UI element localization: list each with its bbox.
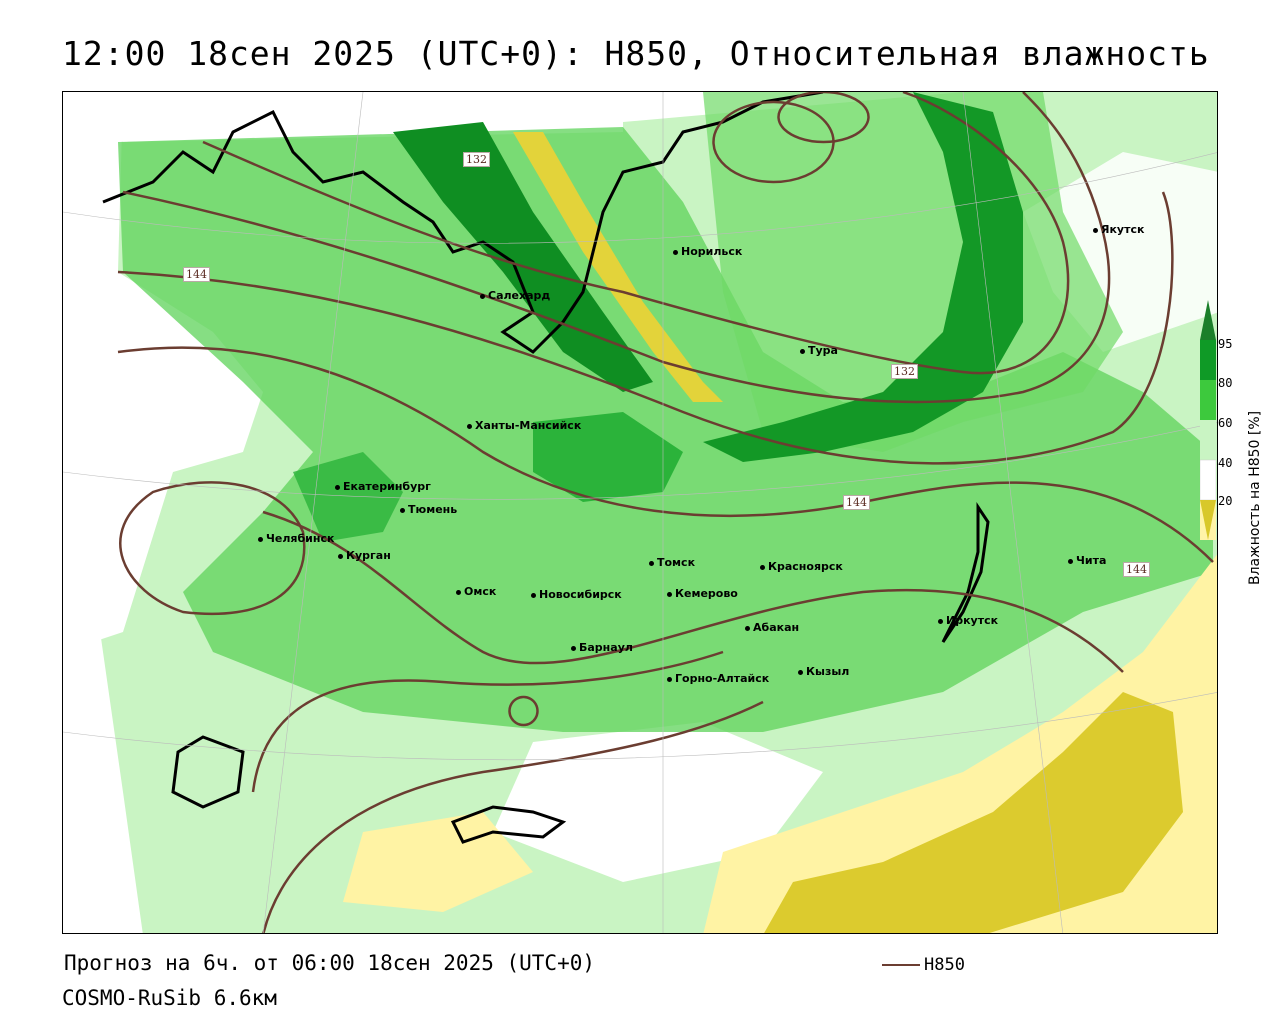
white-area-north <box>123 92 623 142</box>
city-label: Чита <box>1068 554 1106 567</box>
city-label: Кемерово <box>667 587 738 600</box>
very-dry-area-southeast <box>764 692 1183 933</box>
city-label: Екатеринбург <box>335 480 431 493</box>
contour-legend: H850 <box>882 955 965 975</box>
city-label: Томск <box>649 556 695 569</box>
very-wet-patch-1 <box>533 412 683 502</box>
contour-label: 144 <box>1123 562 1150 577</box>
city-label: Якутск <box>1093 223 1144 236</box>
city-label: Ханты-Мансийск <box>467 419 581 432</box>
lake-balkhash <box>450 805 567 844</box>
contour-label: 132 <box>463 152 490 167</box>
city-label: Тюмень <box>400 503 457 516</box>
contour-label: 132 <box>891 364 918 379</box>
colorbar-tick: 80 <box>1218 376 1233 390</box>
city-label: Кызыл <box>798 665 849 678</box>
colorbar-title-text: Влажность на H850 [%] <box>1247 410 1263 585</box>
city-label: Норильск <box>673 245 742 258</box>
contour-label: 144 <box>183 267 210 282</box>
contour-line-swatch <box>882 964 920 966</box>
humidity-map <box>63 92 1217 933</box>
arctic-coastline <box>102 92 824 354</box>
wet-area-north <box>118 127 1213 732</box>
colorbar-tick: 60 <box>1218 416 1233 430</box>
humidity-colorbar <box>1200 300 1216 540</box>
dry-area-south <box>343 812 533 912</box>
city-label: Новосибирск <box>531 588 622 601</box>
city-label: Тура <box>800 344 838 357</box>
colorbar-title: Влажность на H850 [%] <box>1245 345 1265 595</box>
city-label: Горно-Алтайск <box>667 672 769 685</box>
map-panel[interactable]: 132 144 132 144 144 Якутск Норильск Сале… <box>62 91 1218 934</box>
dry-band-ob <box>513 132 723 402</box>
city-label: Салехард <box>480 289 550 302</box>
forecast-info: Прогноз на 6ч. от 06:00 18сен 2025 (UTC+… <box>64 951 596 975</box>
white-area-south <box>493 722 823 882</box>
lake-baikal <box>941 502 990 643</box>
colorbar-tick: 95 <box>1218 337 1233 351</box>
graticule <box>63 92 1217 933</box>
city-label: Барнаул <box>571 641 633 654</box>
contour-legend-label: H850 <box>924 955 965 975</box>
city-label: Омск <box>456 585 496 598</box>
model-name: COSMO-RuSib 6.6км <box>62 986 277 1010</box>
very-wet-band-yamal <box>393 122 653 392</box>
city-label: Абакан <box>745 621 799 634</box>
city-label: Красноярск <box>760 560 843 573</box>
h850-contours <box>117 92 1214 933</box>
city-label: Челябинск <box>258 532 334 545</box>
white-area-west <box>63 92 263 652</box>
map-title: 12:00 18сен 2025 (UTC+0): H850, Относите… <box>62 34 1210 73</box>
colorbar-tick: 20 <box>1218 494 1233 508</box>
city-label: Курган <box>338 549 391 562</box>
city-label: Иркутск <box>938 614 998 627</box>
wet-area-east <box>703 92 1123 452</box>
colorbar-tick: 40 <box>1218 456 1233 470</box>
contour-label: 144 <box>843 495 870 510</box>
aral-sea <box>171 735 245 809</box>
very-wet-patch-2 <box>293 452 403 542</box>
